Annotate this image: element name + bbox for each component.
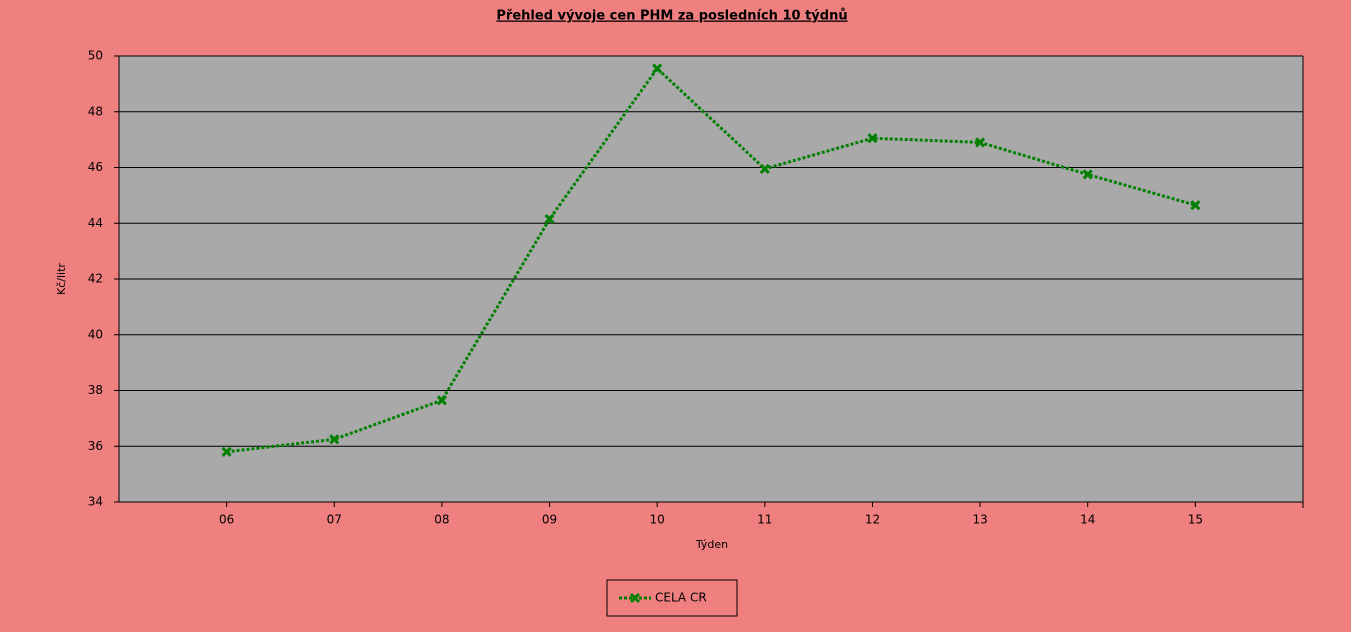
x-tick-label: 08 — [434, 513, 449, 527]
x-axis-label: Týden — [695, 538, 728, 551]
marker — [436, 395, 447, 406]
chart-title: Přehled vývoje cen PHM za posledních 10 … — [496, 9, 847, 24]
x-tick-label: 10 — [650, 513, 665, 527]
marker — [867, 133, 878, 144]
marker — [975, 137, 986, 148]
x-tick-label: 15 — [1188, 513, 1203, 527]
y-tick-label: 46 — [88, 160, 103, 174]
legend-marker — [629, 592, 641, 604]
marker — [1190, 200, 1201, 211]
x-tick-label: 07 — [327, 513, 342, 527]
legend — [606, 579, 738, 617]
marker — [759, 163, 770, 174]
marker — [652, 63, 663, 74]
marker — [329, 434, 340, 445]
marker — [221, 446, 232, 457]
legend-label: CELA CR — [655, 591, 707, 605]
x-tick-label: 12 — [865, 513, 880, 527]
x-tick-label: 13 — [972, 513, 987, 527]
y-tick-label: 40 — [88, 327, 103, 341]
y-tick-label: 38 — [88, 383, 103, 397]
y-axis-label: Kč/litr — [55, 263, 68, 295]
x-tick-label: 14 — [1080, 513, 1095, 527]
y-tick-label: 42 — [88, 272, 103, 286]
x-tick-label: 11 — [757, 513, 772, 527]
y-tick-label: 34 — [88, 495, 103, 509]
y-tick-label: 48 — [88, 104, 103, 118]
marker — [544, 214, 555, 225]
series-line — [226, 66, 1196, 454]
y-tick-label: 36 — [88, 439, 103, 453]
y-tick-label: 50 — [88, 49, 103, 63]
x-tick-label: 09 — [542, 513, 557, 527]
marker — [1082, 169, 1093, 180]
x-tick-label: 06 — [219, 513, 234, 527]
y-tick-label: 44 — [88, 216, 103, 230]
